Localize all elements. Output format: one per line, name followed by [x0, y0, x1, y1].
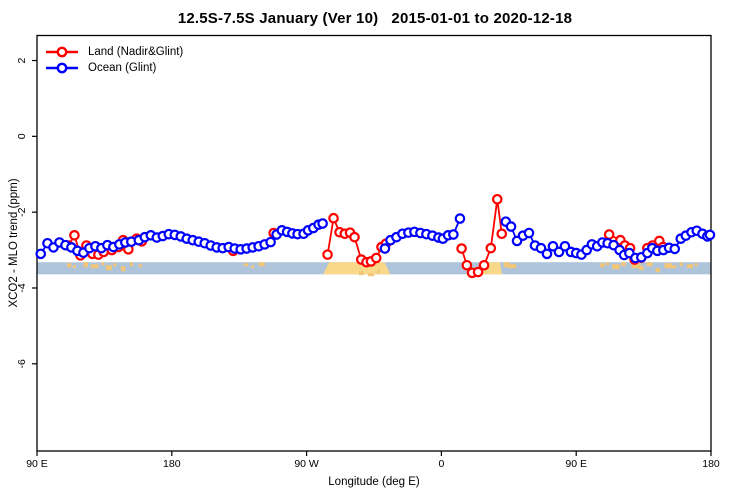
svg-text:90 E: 90 E	[26, 458, 48, 470]
legend-item-ocean: Ocean (Glint)	[44, 60, 183, 76]
legend: Land (Nadir&Glint) Ocean (Glint)	[44, 44, 183, 76]
series-ocean	[35, 213, 716, 264]
svg-text:0: 0	[16, 133, 28, 139]
island-markers	[66, 262, 698, 277]
svg-text:90 E: 90 E	[565, 458, 587, 470]
svg-text:90 W: 90 W	[294, 458, 319, 470]
svg-text:0: 0	[438, 458, 444, 470]
svg-text:2: 2	[16, 57, 28, 63]
legend-label-ocean: Ocean (Glint)	[88, 62, 157, 74]
page-title: 12.5S-7.5S January (Ver 10) 2015-01-01 t…	[177, 10, 573, 27]
ocean-series-marker-icon	[46, 62, 78, 74]
y-axis-label: XCO2 - MLO trend (ppm)	[8, 178, 20, 308]
legend-label-land: Land (Nadir&Glint)	[88, 46, 184, 58]
x-axis-label: Longitude (deg E)	[328, 476, 420, 488]
svg-text:-4: -4	[16, 283, 28, 292]
svg-text:-6: -6	[16, 359, 28, 368]
land-series-marker-icon	[46, 46, 78, 58]
svg-text:-2: -2	[16, 207, 28, 216]
legend-item-land: Land (Nadir&Glint)	[44, 44, 183, 60]
plot-border-and-ticks: 90 E 180 90 W 0 90 E 180 2 0 -2 -4 -6	[16, 34, 720, 470]
svg-text:180: 180	[702, 458, 720, 470]
svg-text:180: 180	[163, 458, 181, 470]
